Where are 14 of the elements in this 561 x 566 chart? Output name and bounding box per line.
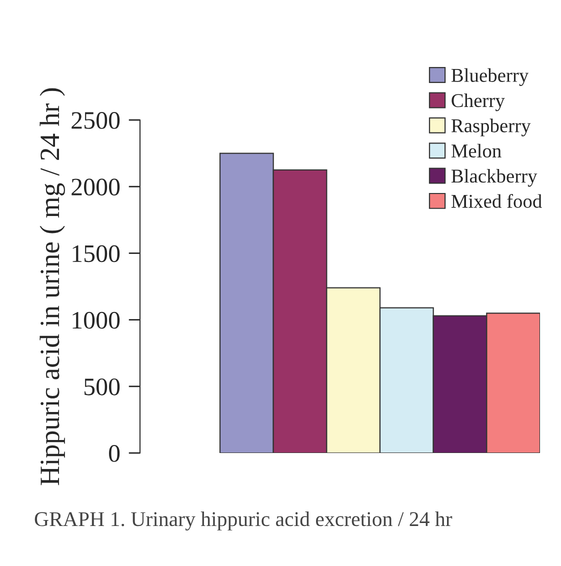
legend-label: Raspberry xyxy=(451,118,531,136)
y-tick-label: 2000 xyxy=(72,178,120,196)
caption: GRAPH 1. Urinary hippuric acid excretion / 24 hr xyxy=(34,512,452,530)
legend-label: Mixed food xyxy=(451,194,542,208)
legend-label: Blackberry xyxy=(451,169,538,187)
legend-label: Blueberry xyxy=(451,68,529,86)
legend-label: Cherry xyxy=(452,93,505,112)
y-tick-label: 2500 xyxy=(72,112,120,129)
y-tick-label: 1500 xyxy=(72,245,120,262)
y-tick-label: 500 xyxy=(84,378,120,396)
y-axis-title: Hippuric acid in urine ( mg / 24 hr ) xyxy=(40,88,65,486)
y-tick-label: 1000 xyxy=(72,312,120,329)
y-tick-label: 0 xyxy=(109,445,120,462)
legend-label: Melon xyxy=(451,144,502,158)
